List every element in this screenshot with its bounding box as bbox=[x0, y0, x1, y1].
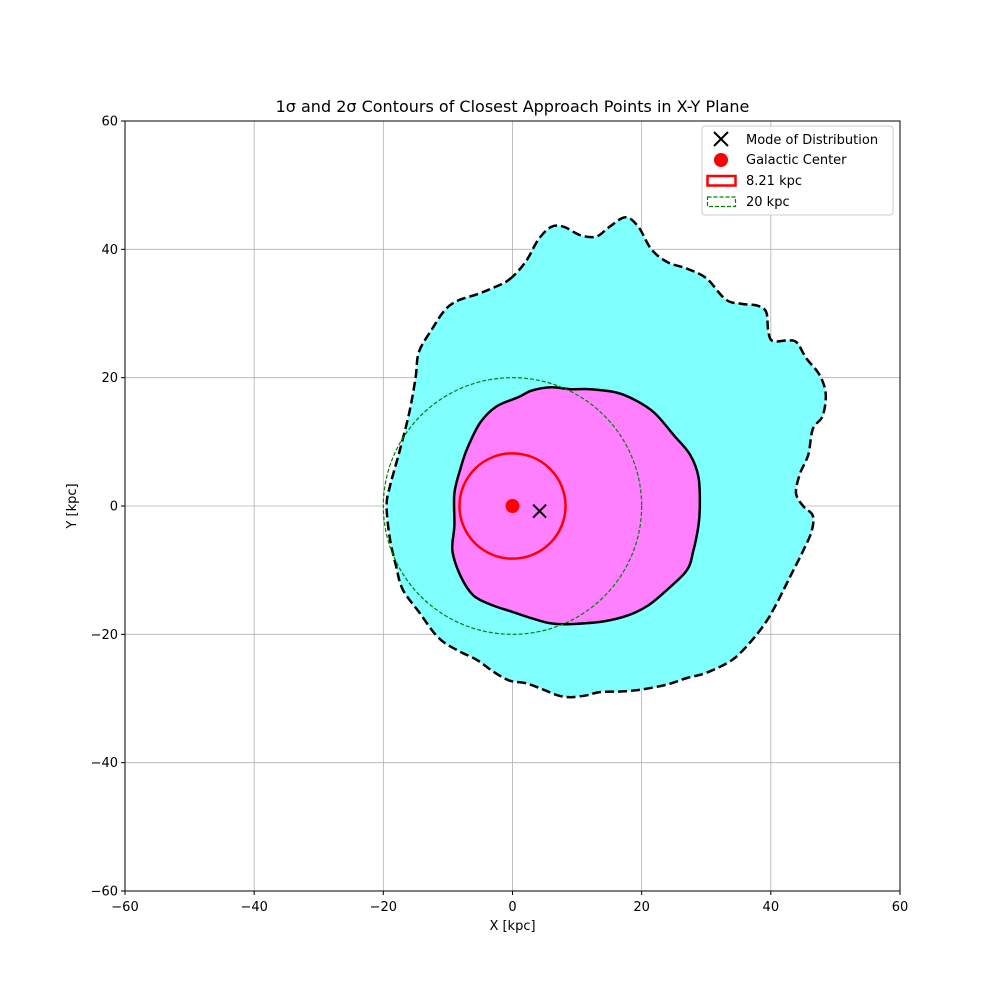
y-tick-label: −20 bbox=[91, 628, 118, 643]
y-tick-label: 0 bbox=[110, 500, 118, 515]
mode-legend-icon bbox=[713, 131, 729, 147]
legend-label-mode: Mode of Distribution bbox=[746, 133, 878, 148]
x-tick-label: 40 bbox=[763, 900, 780, 915]
x-tick-label: −60 bbox=[111, 900, 138, 915]
y-axis-label: Y [kpc] bbox=[65, 483, 80, 529]
x-axis-label: X [kpc] bbox=[489, 919, 535, 934]
chart-title: 1σ and 2σ Contours of Closest Approach P… bbox=[276, 97, 750, 116]
x-tick-label: 0 bbox=[508, 900, 516, 915]
legend-label-galactic-center: Galactic Center bbox=[746, 153, 847, 168]
circle-8kpc-legend-icon bbox=[706, 174, 737, 187]
x-tick-label: 20 bbox=[633, 900, 650, 915]
contour-2sigma-line bbox=[385, 216, 828, 699]
contour-1sigma-fill bbox=[452, 387, 700, 625]
legend-label-20kpc: 20 kpc bbox=[746, 195, 790, 210]
y-tick-label: −60 bbox=[91, 885, 118, 900]
axis-ticks: −60 −40 −20 0 20 40 60 −60 −40 −20 0 20 40 60 bbox=[91, 115, 909, 916]
y-tick-label: 20 bbox=[101, 371, 118, 386]
legend: Mode of Distribution Galactic Center 8.2… bbox=[701, 125, 894, 216]
x-tick-label: −40 bbox=[240, 900, 267, 915]
circle-8kpc bbox=[458, 452, 567, 560]
galactic-center-marker bbox=[505, 499, 520, 513]
circle-20kpc bbox=[382, 377, 643, 635]
x-tick-label: 60 bbox=[892, 900, 909, 915]
y-tick-label: 40 bbox=[101, 243, 118, 258]
y-tick-label: 60 bbox=[101, 115, 118, 130]
circle-20kpc-legend-icon bbox=[706, 196, 737, 208]
legend-box bbox=[701, 125, 894, 216]
mode-marker bbox=[532, 503, 547, 519]
legend-label-8kpc: 8.21 kpc bbox=[746, 174, 802, 189]
contour-1sigma-line bbox=[450, 386, 702, 626]
y-tick-label: −40 bbox=[91, 756, 118, 771]
x-tick-label: −20 bbox=[370, 900, 397, 915]
plot-data bbox=[382, 216, 828, 699]
galactic-center-legend-icon bbox=[714, 153, 728, 167]
